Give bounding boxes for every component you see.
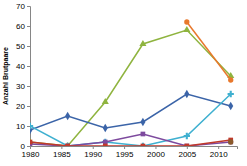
series-marker	[30, 123, 33, 129]
series-line	[30, 134, 231, 146]
x-tick-label: 1990	[84, 150, 102, 159]
series-marker	[65, 144, 70, 146]
x-tick-label: 1995	[116, 150, 134, 159]
y-tick: 10	[16, 122, 30, 131]
x-tick: 1985	[53, 146, 71, 159]
x-tick-label: 2005	[178, 150, 196, 159]
series-marker	[140, 118, 145, 127]
series-marker	[140, 143, 146, 146]
x-tick-mark	[218, 146, 219, 149]
series-marker	[30, 138, 34, 144]
series-marker	[141, 144, 146, 146]
y-tick: 70	[16, 2, 30, 11]
y-tick-mark	[27, 106, 30, 107]
x-tick-mark	[61, 146, 62, 149]
series-line	[30, 30, 231, 146]
y-tick-label: 60	[16, 22, 25, 31]
y-tick-label: 20	[16, 102, 25, 111]
series-marker	[30, 140, 32, 145]
x-tick: 1990	[84, 146, 102, 159]
y-axis: 010203040506070	[16, 2, 30, 151]
x-tick-mark	[187, 146, 188, 149]
x-tick-label: 1980	[22, 150, 40, 159]
x-tick: 1980	[22, 146, 40, 159]
x-tick-label: 2010	[210, 150, 228, 159]
series-marker	[141, 132, 146, 137]
series-marker	[184, 133, 190, 139]
x-tick: 2000	[147, 146, 165, 159]
y-tick: 30	[16, 82, 30, 91]
x-axis-line	[31, 147, 238, 150]
y-tick-mark	[27, 26, 30, 27]
series-marker	[102, 98, 109, 104]
plot-area	[30, 19, 234, 146]
y-tick-mark	[27, 46, 30, 47]
y-axis-line	[27, 7, 31, 147]
y-tick: 20	[16, 102, 30, 111]
series-marker	[228, 140, 233, 145]
series-marker	[184, 90, 189, 99]
y-tick-label: 50	[16, 42, 25, 51]
series-marker	[228, 91, 234, 97]
y-tick-mark	[27, 66, 30, 67]
y-tick-mark	[27, 6, 30, 7]
x-tick: 2010	[210, 146, 228, 159]
series-marker	[228, 77, 233, 82]
y-axis-title: Anzahl Brutpaare	[2, 47, 10, 105]
series-line	[30, 94, 231, 146]
series-marker	[184, 144, 189, 146]
series-marker	[184, 144, 189, 146]
series-line	[187, 22, 231, 80]
x-tick-mark	[30, 146, 31, 149]
y-tick-mark	[27, 86, 30, 87]
x-tick-mark	[155, 146, 156, 149]
series-marker	[228, 139, 233, 144]
y-tick-label: 40	[16, 62, 25, 71]
chart: 0102030405060701980198519901995200020052…	[0, 0, 247, 166]
series-marker	[103, 144, 108, 146]
x-axis: 1980 1985 1990 1995 2000 2005 2010	[22, 146, 238, 159]
y-tick-mark	[27, 146, 30, 147]
series-line	[30, 140, 231, 146]
y-tick-label: 10	[16, 122, 25, 131]
series-marker	[103, 140, 108, 145]
series-marker	[65, 112, 70, 121]
series-marker	[103, 124, 108, 133]
y-tick: 50	[16, 42, 30, 51]
series-marker	[139, 40, 146, 46]
series-marker	[228, 102, 233, 111]
series-line	[30, 94, 231, 130]
series-marker	[65, 144, 70, 146]
y-tick: 40	[16, 62, 30, 71]
x-tick: 2005	[178, 146, 196, 159]
series-marker	[184, 19, 189, 24]
y-tick-label: 30	[16, 82, 25, 91]
y-tick-mark	[27, 126, 30, 127]
y-tick-label: 70	[16, 2, 25, 11]
y-tick: 60	[16, 22, 30, 31]
x-tick-mark	[93, 146, 94, 149]
x-tick: 1995	[116, 146, 134, 159]
x-tick-mark	[124, 146, 125, 149]
x-tick-label: 1985	[53, 150, 71, 159]
series-marker	[183, 26, 190, 32]
series-marker	[64, 143, 70, 146]
x-tick-label: 2000	[147, 150, 165, 159]
